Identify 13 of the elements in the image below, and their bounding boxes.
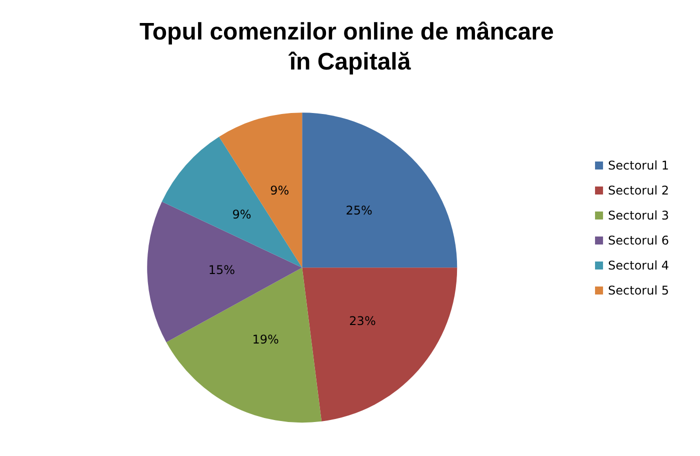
data-label: 9% <box>270 183 290 198</box>
data-label: 19% <box>252 332 279 346</box>
chart-title: Topul comenzilor online de mâncare în Capitală <box>140 18 560 76</box>
legend-label: Sectorul 5 <box>608 284 669 298</box>
legend-label: Sectorul 4 <box>608 258 669 272</box>
data-label: 15% <box>208 263 235 278</box>
data-label: 9% <box>232 207 252 222</box>
data-label: 23% <box>349 314 376 328</box>
legend-label: Sectorul 3 <box>608 208 669 222</box>
legend-label: Sectorul 2 <box>608 184 669 198</box>
data-label: 25% <box>346 204 372 218</box>
legend-label: Sectorul 6 <box>608 234 669 248</box>
legend-label: Sectorul 1 <box>608 158 669 172</box>
